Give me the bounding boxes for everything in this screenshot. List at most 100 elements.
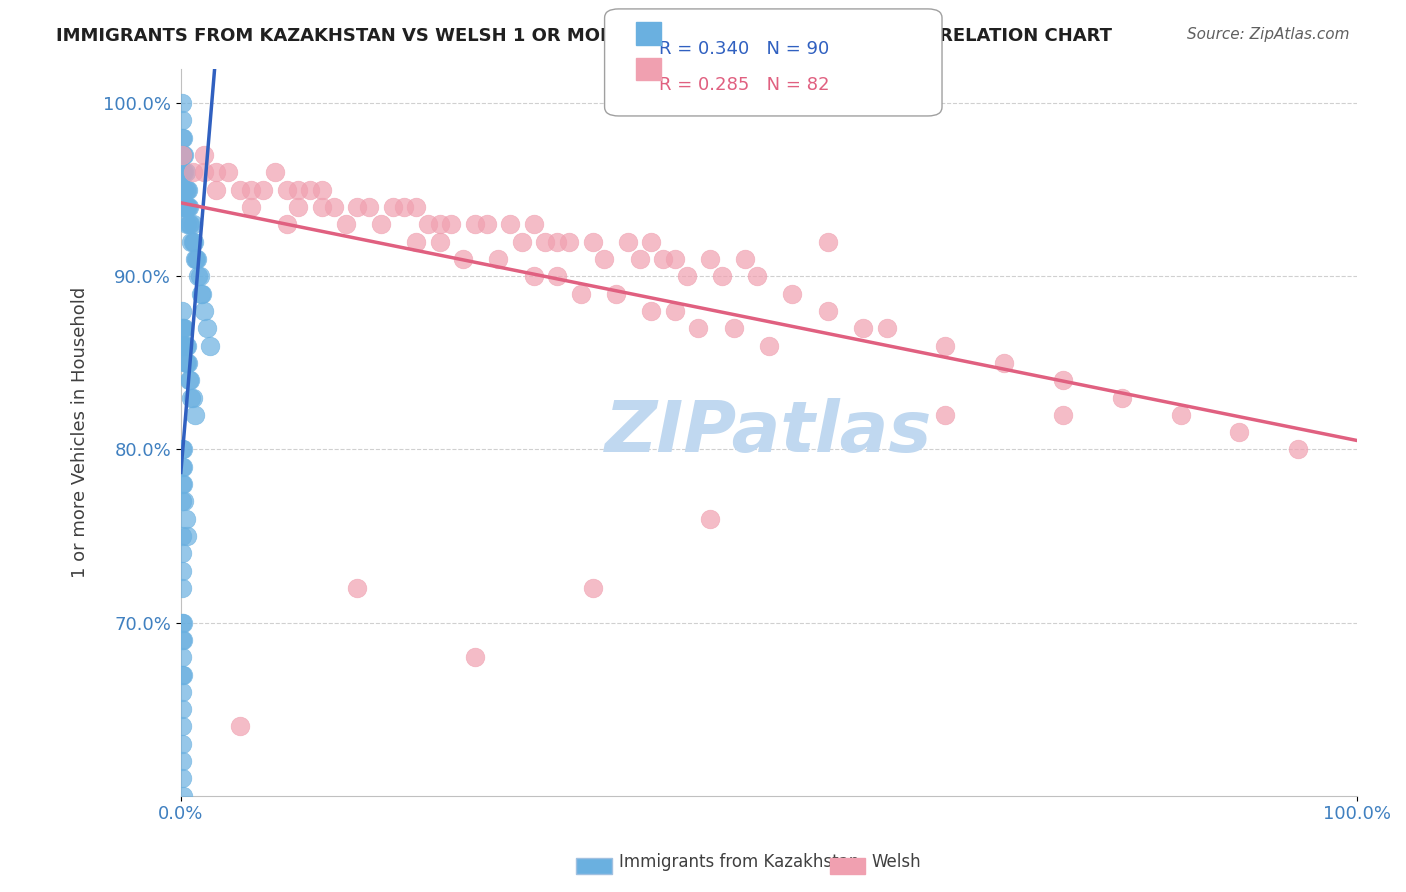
Point — [200, 338, 222, 352]
Point — [464, 650, 486, 665]
Point — [172, 321, 194, 335]
Point — [177, 218, 200, 232]
Point — [170, 477, 193, 491]
Point — [172, 200, 194, 214]
Point — [370, 218, 392, 232]
Point — [228, 719, 250, 733]
Point — [817, 304, 839, 318]
Point — [335, 218, 357, 232]
Point — [174, 338, 197, 352]
Point — [172, 148, 194, 162]
Point — [170, 840, 193, 855]
Point — [276, 218, 298, 232]
Point — [605, 286, 627, 301]
Point — [170, 113, 193, 128]
Point — [688, 321, 710, 335]
Point — [675, 269, 697, 284]
Point — [180, 235, 202, 249]
Point — [558, 235, 581, 249]
Point — [628, 252, 651, 266]
Text: Source: ZipAtlas.com: Source: ZipAtlas.com — [1187, 27, 1350, 42]
Text: R = 0.340   N = 90: R = 0.340 N = 90 — [636, 40, 828, 58]
Point — [429, 235, 451, 249]
Point — [1052, 408, 1074, 422]
Point — [499, 218, 522, 232]
Point — [172, 667, 194, 681]
Point — [177, 356, 200, 370]
Point — [176, 218, 198, 232]
Point — [699, 252, 721, 266]
Point — [174, 356, 197, 370]
Point — [486, 252, 509, 266]
Point — [240, 200, 263, 214]
Point — [170, 806, 193, 821]
Point — [183, 235, 205, 249]
Point — [172, 632, 194, 647]
Point — [179, 218, 201, 232]
Point — [173, 338, 195, 352]
Point — [172, 130, 194, 145]
Point — [173, 148, 195, 162]
Point — [1170, 408, 1192, 422]
Point — [758, 338, 780, 352]
Point — [170, 632, 193, 647]
Point — [381, 200, 404, 214]
Point — [170, 581, 193, 595]
Point — [170, 615, 193, 630]
Point — [451, 252, 474, 266]
Point — [217, 165, 239, 179]
Point — [205, 183, 228, 197]
Point — [322, 200, 344, 214]
Point — [416, 218, 439, 232]
Point — [287, 183, 309, 197]
Point — [311, 200, 333, 214]
Point — [187, 269, 209, 284]
Point — [173, 165, 195, 179]
Point — [569, 286, 592, 301]
Point — [177, 200, 200, 214]
Point — [1227, 425, 1250, 439]
Point — [174, 512, 197, 526]
Point — [546, 269, 568, 284]
Point — [173, 200, 195, 214]
Point — [170, 529, 193, 543]
Point — [173, 494, 195, 508]
Point — [617, 235, 640, 249]
Point — [664, 304, 686, 318]
Point — [934, 338, 956, 352]
Point — [176, 338, 198, 352]
Point — [581, 235, 603, 249]
Point — [170, 130, 193, 145]
Point — [934, 408, 956, 422]
Point — [346, 581, 368, 595]
Point — [170, 858, 193, 872]
Text: Immigrants from Kazakhstan: Immigrants from Kazakhstan — [619, 853, 859, 871]
Text: ZIPatlas: ZIPatlas — [605, 398, 932, 467]
Point — [186, 252, 208, 266]
Point — [170, 321, 193, 335]
Point — [170, 702, 193, 716]
Point — [181, 165, 204, 179]
Point — [195, 321, 218, 335]
Point — [534, 235, 557, 249]
Point — [170, 546, 193, 560]
Point — [170, 96, 193, 111]
Point — [782, 286, 804, 301]
Point — [357, 200, 380, 214]
Point — [170, 685, 193, 699]
Point — [176, 356, 198, 370]
Point — [170, 148, 193, 162]
Point — [581, 581, 603, 595]
Point — [852, 321, 875, 335]
Point — [170, 148, 193, 162]
Point — [287, 200, 309, 214]
Point — [177, 183, 200, 197]
Point — [876, 321, 898, 335]
Text: R = 0.285   N = 82: R = 0.285 N = 82 — [636, 76, 830, 94]
Point — [176, 200, 198, 214]
Point — [523, 269, 546, 284]
Point — [176, 529, 198, 543]
Point — [311, 183, 333, 197]
Point — [429, 218, 451, 232]
Point — [181, 391, 204, 405]
